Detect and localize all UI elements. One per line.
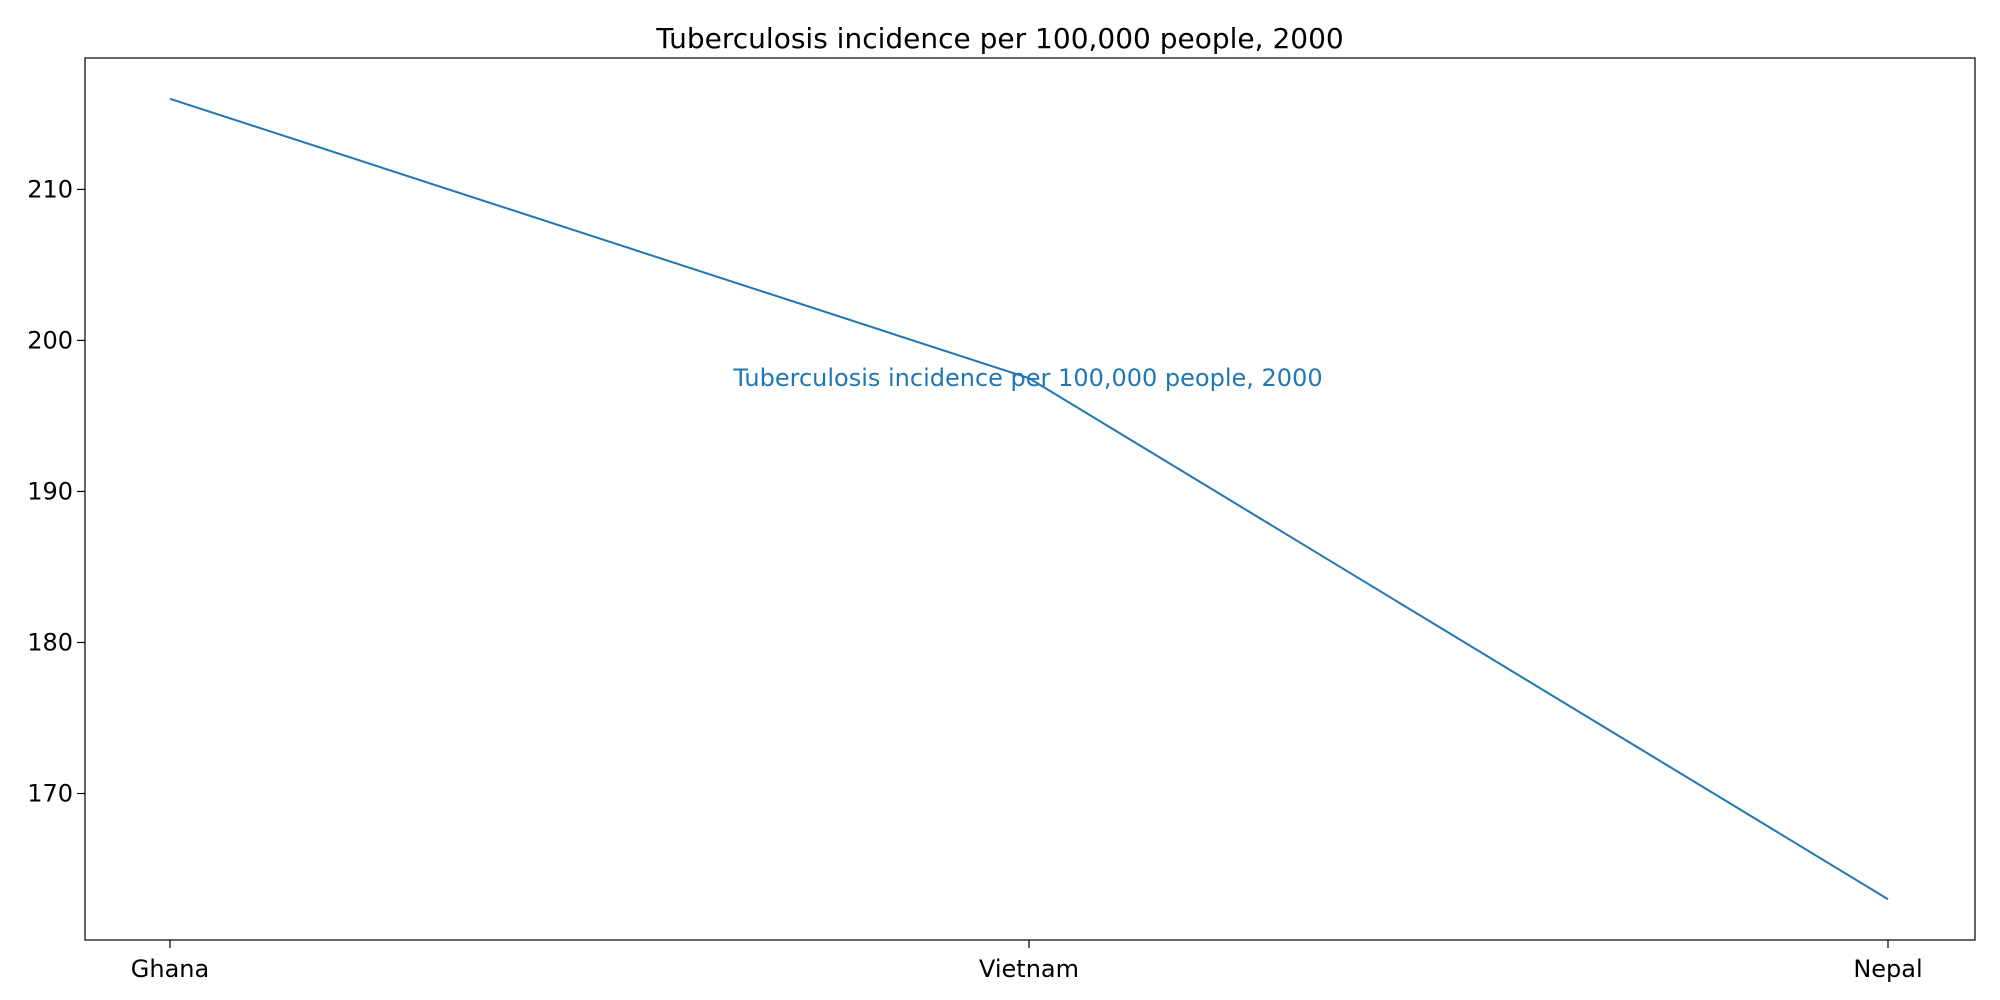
y-tick-label: 180	[27, 628, 73, 656]
y-tick-label: 170	[27, 780, 73, 808]
chart-title: Tuberculosis incidence per 100,000 peopl…	[655, 22, 1343, 55]
series-line	[170, 99, 1888, 899]
y-tick-label: 190	[27, 477, 73, 505]
plot-area-frame	[85, 58, 1975, 940]
line-annotation: Tuberculosis incidence per 100,000 peopl…	[732, 364, 1322, 392]
y-tick-label: 200	[27, 326, 73, 354]
x-tick-label: Vietnam	[979, 955, 1079, 983]
x-tick-label: Nepal	[1853, 955, 1922, 983]
x-tick-label: Ghana	[131, 955, 209, 983]
x-axis: Ghana Vietnam Nepal	[131, 940, 1923, 983]
y-axis: 170 180 190 200 210	[27, 175, 85, 807]
y-tick-label: 210	[27, 175, 73, 203]
